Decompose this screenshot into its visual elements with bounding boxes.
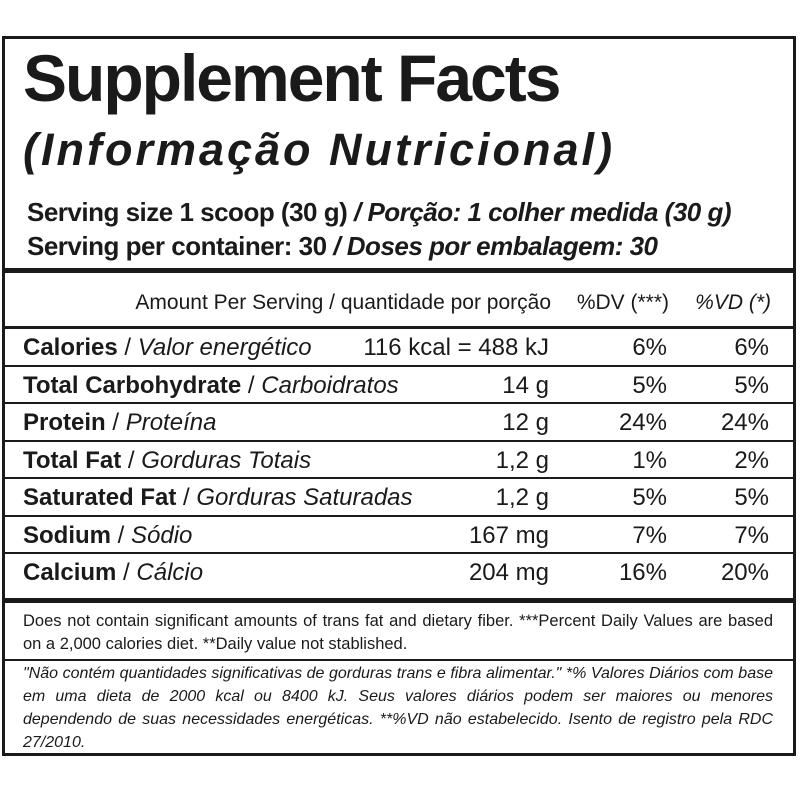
- nutrient-dv: 5%: [632, 484, 667, 511]
- nutrient-vd: 20%: [720, 559, 769, 586]
- footnote-divider: [5, 659, 793, 661]
- nutrient-vd: 24%: [720, 409, 769, 436]
- nutrient-name: Total Carbohydrate / Carboidratos: [23, 371, 399, 399]
- nutrient-dv: 16%: [618, 559, 667, 586]
- nutrient-name: Calories / Valor energético: [23, 334, 312, 361]
- serving-size: Serving size 1 scoop (30 g) / Porção: 1 …: [27, 197, 732, 227]
- nutrient-dv: 1%: [632, 446, 667, 474]
- nutrient-amount: 204 mg: [468, 559, 549, 586]
- table-row: Calories / Valor energético 116 kcal = 4…: [5, 329, 793, 367]
- nutrient-vd: 2%: [734, 446, 769, 474]
- thick-divider: [5, 268, 793, 273]
- nutrient-dv: 7%: [632, 521, 667, 549]
- servings-per-container: Serving per container: 30 / Doses por em…: [27, 233, 658, 259]
- footer-divider: [5, 598, 793, 603]
- serving-size-pt: / Porção: 1 colher medida (30 g): [347, 197, 732, 227]
- header-divider: [5, 326, 793, 329]
- panel-subtitle: (Informação Nutricional): [23, 124, 616, 175]
- table-row: Protein / Proteína 12 g 24% 24%: [5, 404, 793, 442]
- nutrient-amount: 14 g: [502, 371, 549, 399]
- nutrient-dv: 24%: [618, 409, 667, 436]
- nutrient-vd: 5%: [734, 484, 769, 511]
- supplement-facts-panel: Supplement Facts (Informação Nutricional…: [2, 36, 796, 756]
- table-row: Calcium / Cálcio 204 mg 16% 20%: [5, 554, 793, 592]
- nutrient-vd: 6%: [734, 334, 769, 361]
- table-header: Amount Per Serving / quantidade por porç…: [5, 289, 793, 317]
- table-row: Total Fat / Gorduras Totais 1,2 g 1% 2%: [5, 442, 793, 479]
- header-amount-per-serving: Amount Per Serving / quantidade por porç…: [135, 291, 551, 314]
- header-vd: %VD (*): [695, 291, 771, 314]
- nutrient-name: Sodium / Sódio: [23, 521, 193, 549]
- nutrient-amount: 167 mg: [468, 521, 549, 549]
- nutrient-amount: 12 g: [502, 409, 549, 436]
- servings-per-container-pt: / Doses por embalagem: 30: [326, 231, 658, 261]
- servings-per-container-en: Serving per container: 30: [27, 231, 327, 261]
- nutrient-vd: 7%: [734, 521, 769, 549]
- nutrient-amount: 1,2 g: [495, 484, 549, 511]
- nutrient-rows: Calories / Valor energético 116 kcal = 4…: [5, 329, 793, 592]
- table-row: Sodium / Sódio 167 mg 7% 7%: [5, 517, 793, 554]
- nutrient-name: Calcium / Cálcio: [23, 559, 204, 586]
- header-dv: %DV (***): [576, 291, 669, 314]
- nutrient-name: Protein / Proteína: [23, 409, 217, 436]
- nutrient-amount: 1,2 g: [495, 446, 549, 474]
- serving-size-en: Serving size 1 scoop (30 g): [27, 197, 348, 227]
- table-row: Total Carbohydrate / Carboidratos 14 g 5…: [5, 367, 793, 404]
- footnote-english: Does not contain significant amounts of …: [23, 612, 773, 653]
- table-row: Saturated Fat / Gorduras Saturadas 1,2 g…: [5, 479, 793, 517]
- nutrient-amount: 116 kcal = 488 kJ: [363, 334, 549, 361]
- footnote-portuguese: "Não contém quantidades significativas d…: [23, 665, 773, 751]
- nutrient-name: Saturated Fat / Gorduras Saturadas: [23, 484, 413, 511]
- nutrient-name: Total Fat / Gorduras Totais: [23, 446, 312, 474]
- panel-title: Supplement Facts: [23, 41, 561, 115]
- nutrient-dv: 6%: [632, 334, 667, 361]
- nutrient-dv: 5%: [632, 371, 667, 399]
- nutrient-vd: 5%: [734, 371, 769, 399]
